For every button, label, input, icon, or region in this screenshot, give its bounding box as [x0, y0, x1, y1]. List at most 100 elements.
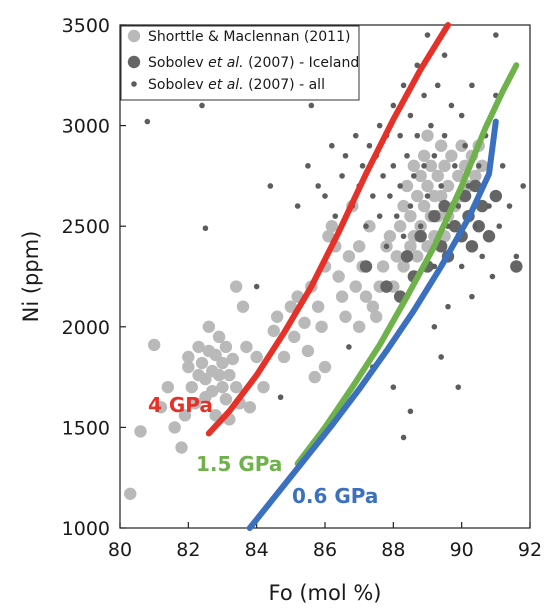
data-point [178, 409, 192, 422]
curve-line [205, 22, 451, 437]
data-point [431, 263, 438, 270]
legend-label-part: (2007) - Iceland [244, 55, 360, 71]
data-point [441, 132, 448, 139]
data-point [411, 189, 424, 203]
data-point [315, 183, 321, 189]
data-point [417, 199, 431, 213]
data-point [469, 82, 475, 89]
x-tick-label: 86 [313, 539, 337, 561]
data-point [513, 253, 520, 260]
data-point [411, 173, 417, 179]
y-tick-label: 3500 [62, 15, 110, 37]
data-point [411, 250, 424, 263]
data-point [363, 220, 376, 233]
data-point [417, 223, 424, 229]
data-point [339, 173, 345, 179]
data-point [520, 183, 526, 189]
data-point [400, 250, 414, 263]
data-point [144, 118, 151, 125]
data-point [342, 250, 356, 263]
data-point [400, 179, 414, 193]
legend-label-part: Shorttle & Maclennan (2011) [148, 29, 350, 45]
data-point [434, 82, 441, 89]
data-point [229, 380, 243, 394]
data-point [284, 300, 298, 313]
data-point [414, 169, 427, 183]
data-point [134, 425, 147, 438]
data-point [294, 203, 301, 209]
data-point [216, 380, 229, 394]
data-point [311, 300, 325, 313]
data-point [236, 300, 250, 313]
data-point [298, 316, 311, 329]
data-point [441, 52, 448, 58]
data-point [414, 132, 421, 139]
x-tick-label: 88 [381, 539, 405, 561]
series-sob_all [144, 32, 526, 441]
legend-label-part: Sobolev [148, 77, 208, 93]
data-point [332, 213, 339, 219]
curve-label: 1.5 GPa [196, 452, 282, 476]
data-point [390, 384, 397, 390]
data-point [397, 183, 403, 189]
data-point [448, 102, 455, 109]
data-point [387, 193, 393, 199]
legend-label: Sobolev et al. (2007) - Iceland [148, 55, 359, 71]
data-point [397, 132, 403, 139]
data-point [305, 163, 311, 169]
curve-line [246, 118, 499, 531]
data-point [390, 163, 397, 169]
data-point [308, 102, 315, 109]
data-point [270, 310, 284, 323]
data-point [445, 149, 458, 162]
data-point [349, 280, 362, 293]
data-point [288, 330, 301, 344]
data-point [359, 290, 373, 303]
data-point [240, 340, 253, 354]
legend-marker [131, 81, 137, 87]
data-point [455, 139, 468, 152]
data-point [424, 193, 431, 199]
x-tick-label: 84 [245, 539, 269, 561]
data-point [277, 394, 284, 401]
data-point [455, 384, 462, 390]
data-point [376, 122, 383, 129]
data-point [390, 102, 397, 109]
data-point [441, 179, 455, 193]
data-point [363, 223, 369, 229]
data-point [496, 223, 503, 229]
data-point [315, 320, 328, 333]
data-point [510, 260, 523, 273]
data-point [383, 230, 397, 243]
data-point [342, 152, 349, 159]
data-point [168, 421, 181, 434]
data-point [465, 240, 479, 253]
data-point [421, 129, 434, 142]
data-point [475, 163, 482, 169]
data-point [267, 183, 274, 189]
data-point [223, 368, 236, 382]
data-point [380, 280, 393, 293]
data-point [257, 380, 270, 394]
data-point [434, 189, 448, 203]
data-point [229, 280, 243, 293]
data-point [359, 260, 373, 273]
legend-item: Sobolev et al. (2007) - Iceland [127, 55, 359, 71]
data-point [445, 303, 451, 310]
data-point [458, 263, 465, 270]
data-point [243, 401, 257, 414]
data-point [383, 243, 390, 250]
legend-item: Sobolev et al. (2007) - all [131, 77, 325, 93]
data-point [414, 230, 427, 243]
data-point [438, 159, 451, 173]
data-point [212, 368, 226, 382]
data-point [195, 356, 209, 370]
curve-label: 0.6 GPa [292, 484, 378, 508]
data-point [414, 62, 421, 69]
data-point [335, 290, 349, 303]
y-tick-label: 2000 [62, 317, 110, 339]
data-point [452, 163, 458, 169]
series-shortttle [124, 129, 489, 500]
data-point [472, 220, 485, 233]
data-point [397, 260, 410, 273]
